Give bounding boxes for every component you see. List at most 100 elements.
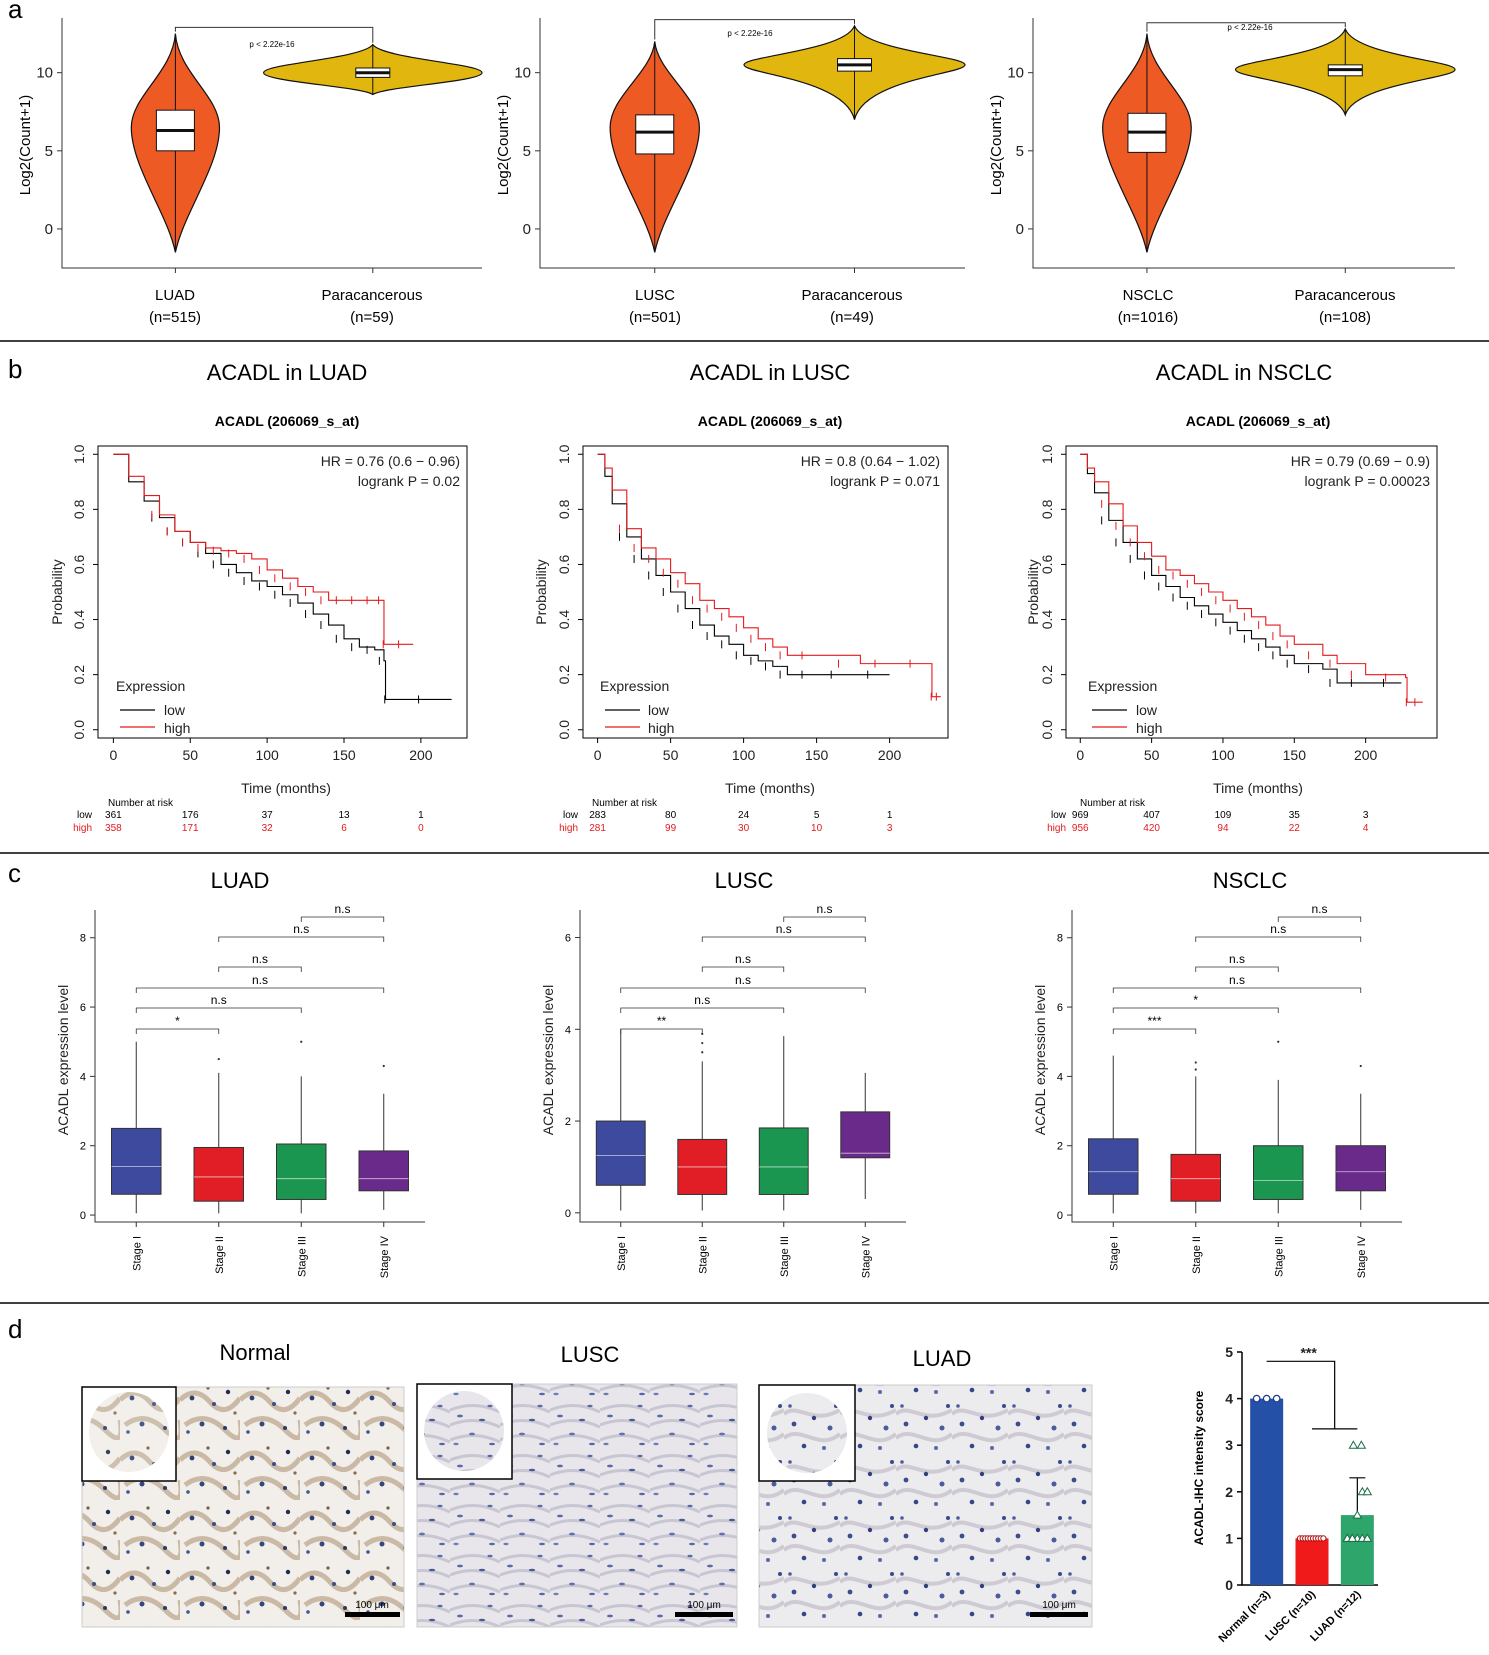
ihc-scale-label: 100 μm bbox=[355, 1600, 389, 1611]
y-tick-label: 1 bbox=[1225, 1530, 1233, 1546]
axis-frame bbox=[579, 910, 906, 1223]
comparison-sig-label: n.s bbox=[776, 922, 792, 936]
comparison-sig-label: n.s bbox=[735, 973, 751, 987]
y-tick-label: 1.0 bbox=[71, 444, 87, 464]
x-tick-label: 150 bbox=[332, 747, 356, 763]
box-3 bbox=[758, 1127, 809, 1195]
x-tick-label: 50 bbox=[1144, 747, 1160, 763]
y-tick-label: 0.8 bbox=[71, 499, 87, 519]
y-tick-label: 4 bbox=[80, 1071, 86, 1083]
km-risk-row-low: low bbox=[77, 810, 93, 821]
y-tick-label: 0.2 bbox=[1039, 665, 1055, 685]
y-tick-label: 6 bbox=[565, 933, 571, 945]
x-tick-label: 100 bbox=[732, 747, 756, 763]
x-tick-label: Stage IV bbox=[860, 1235, 872, 1278]
risk-high-value: 32 bbox=[262, 823, 274, 834]
y-tick-label: 4 bbox=[565, 1024, 571, 1036]
box-title: NSCLC bbox=[1213, 868, 1288, 893]
box-outlier bbox=[1277, 1040, 1280, 1043]
ihc-image-luad: LUAD 100 μm bbox=[758, 1346, 1093, 1628]
violin-group1-label: LUAD bbox=[155, 287, 195, 304]
box-outlier bbox=[300, 1040, 303, 1043]
y-tick-label: 0.8 bbox=[556, 499, 572, 519]
km-subtitle: ACADL (206069_s_at) bbox=[215, 413, 359, 429]
violin-p-value: p < 2.22e-16 bbox=[1227, 23, 1273, 32]
box-ylabel: ACADL expression level bbox=[540, 985, 556, 1135]
y-tick-label: 5 bbox=[45, 143, 53, 160]
comparison-sig-label: n.s bbox=[735, 952, 751, 966]
y-tick-label: 0 bbox=[80, 1210, 86, 1222]
y-tick-label: 2 bbox=[565, 1116, 571, 1128]
x-tick-label: 200 bbox=[1354, 747, 1378, 763]
box-2 bbox=[193, 1146, 244, 1202]
risk-high-value: 22 bbox=[1289, 823, 1301, 834]
comparison-bracket bbox=[620, 1007, 785, 1013]
y-tick-label: 8 bbox=[80, 933, 86, 945]
violin-ylabel: Log2(Count+1) bbox=[988, 95, 1005, 196]
violin-group2-n: (n=49) bbox=[830, 309, 874, 326]
y-tick-label: 0 bbox=[45, 221, 53, 238]
risk-high-value: 420 bbox=[1143, 823, 1160, 834]
comparison-bracket bbox=[701, 966, 785, 972]
ihc-scale-bar bbox=[345, 1612, 400, 1617]
box-outlier bbox=[1194, 1068, 1197, 1071]
comparison-bracket bbox=[218, 936, 385, 942]
x-tick-label: 200 bbox=[878, 747, 902, 763]
box-outlier bbox=[382, 1064, 385, 1068]
x-tick-label: 0 bbox=[109, 747, 117, 763]
risk-low-value: 13 bbox=[338, 810, 350, 821]
y-tick-label: 1.0 bbox=[556, 444, 572, 464]
ihc-image-lusc: LUSC 100 μm bbox=[416, 1342, 738, 1628]
comparison-bracket bbox=[218, 966, 302, 972]
ihc-scale-label: 100 μm bbox=[1042, 1600, 1076, 1611]
box-title: LUSC bbox=[715, 868, 774, 893]
risk-low-value: 35 bbox=[1289, 810, 1301, 821]
km-risk-title: Number at risk bbox=[108, 798, 174, 809]
comparison-bracket bbox=[701, 936, 866, 942]
plot-frame bbox=[97, 445, 468, 739]
risk-high-value: 6 bbox=[341, 823, 347, 834]
risk-low-value: 37 bbox=[262, 810, 274, 821]
violin-p-value: p < 2.22e-16 bbox=[727, 29, 773, 38]
ihc-title: Normal bbox=[220, 1340, 291, 1365]
axis-frame bbox=[61, 18, 482, 269]
panel-c-box-2: LUSC 0 2 4 6 Stage I Stage II Stage III Stage I… bbox=[540, 868, 906, 1278]
comparison-bracket bbox=[1112, 987, 1362, 993]
x-tick-label: Stage III bbox=[296, 1236, 308, 1277]
comparison-bracket bbox=[1195, 936, 1362, 942]
panel-label-a: a bbox=[8, 0, 23, 24]
y-tick-label: 2 bbox=[80, 1141, 86, 1153]
km-legend-title: Expression bbox=[600, 678, 669, 694]
violin-box bbox=[635, 114, 675, 155]
y-tick-label: 0 bbox=[1057, 1210, 1063, 1222]
significance-bracket bbox=[1146, 22, 1346, 32]
y-tick-label: 3 bbox=[1225, 1437, 1233, 1453]
x-tick-label: Stage I bbox=[1108, 1236, 1120, 1271]
km-logrank: logrank P = 0.02 bbox=[358, 473, 460, 489]
risk-low-value: 109 bbox=[1215, 810, 1232, 821]
km-subtitle: ACADL (206069_s_at) bbox=[698, 413, 842, 429]
plot-frame bbox=[582, 445, 949, 739]
km-legend-title: Expression bbox=[116, 678, 185, 694]
y-tick-label: 0.4 bbox=[71, 610, 87, 630]
panel-a-violin-3: 0 5 10 NSCLC (n=1016) Paracancerous (n=108… bbox=[988, 18, 1456, 326]
comparison-sig-label: * bbox=[175, 1014, 180, 1028]
box-4 bbox=[358, 1150, 409, 1192]
km-xlabel: Time (months) bbox=[241, 780, 331, 796]
km-ylabel: Probability bbox=[533, 559, 549, 624]
comparison-sig-label: n.s bbox=[1270, 922, 1286, 936]
bar-point bbox=[1272, 1394, 1281, 1403]
comparison-sig-label: ** bbox=[657, 1014, 667, 1028]
significance-bracket bbox=[174, 26, 374, 43]
y-tick-label: 6 bbox=[1057, 1002, 1063, 1014]
y-tick-label: 10 bbox=[36, 65, 53, 82]
x-tick-label: 50 bbox=[663, 747, 679, 763]
risk-low-value: 361 bbox=[105, 810, 122, 821]
box-title: LUAD bbox=[211, 868, 270, 893]
y-tick-label: 2 bbox=[1225, 1484, 1233, 1500]
violin-group2-label: Paracancerous bbox=[1295, 287, 1396, 304]
risk-low-value: 3 bbox=[1363, 810, 1369, 821]
bar-2 bbox=[1295, 1538, 1329, 1585]
y-tick-label: 1.0 bbox=[1039, 444, 1055, 464]
